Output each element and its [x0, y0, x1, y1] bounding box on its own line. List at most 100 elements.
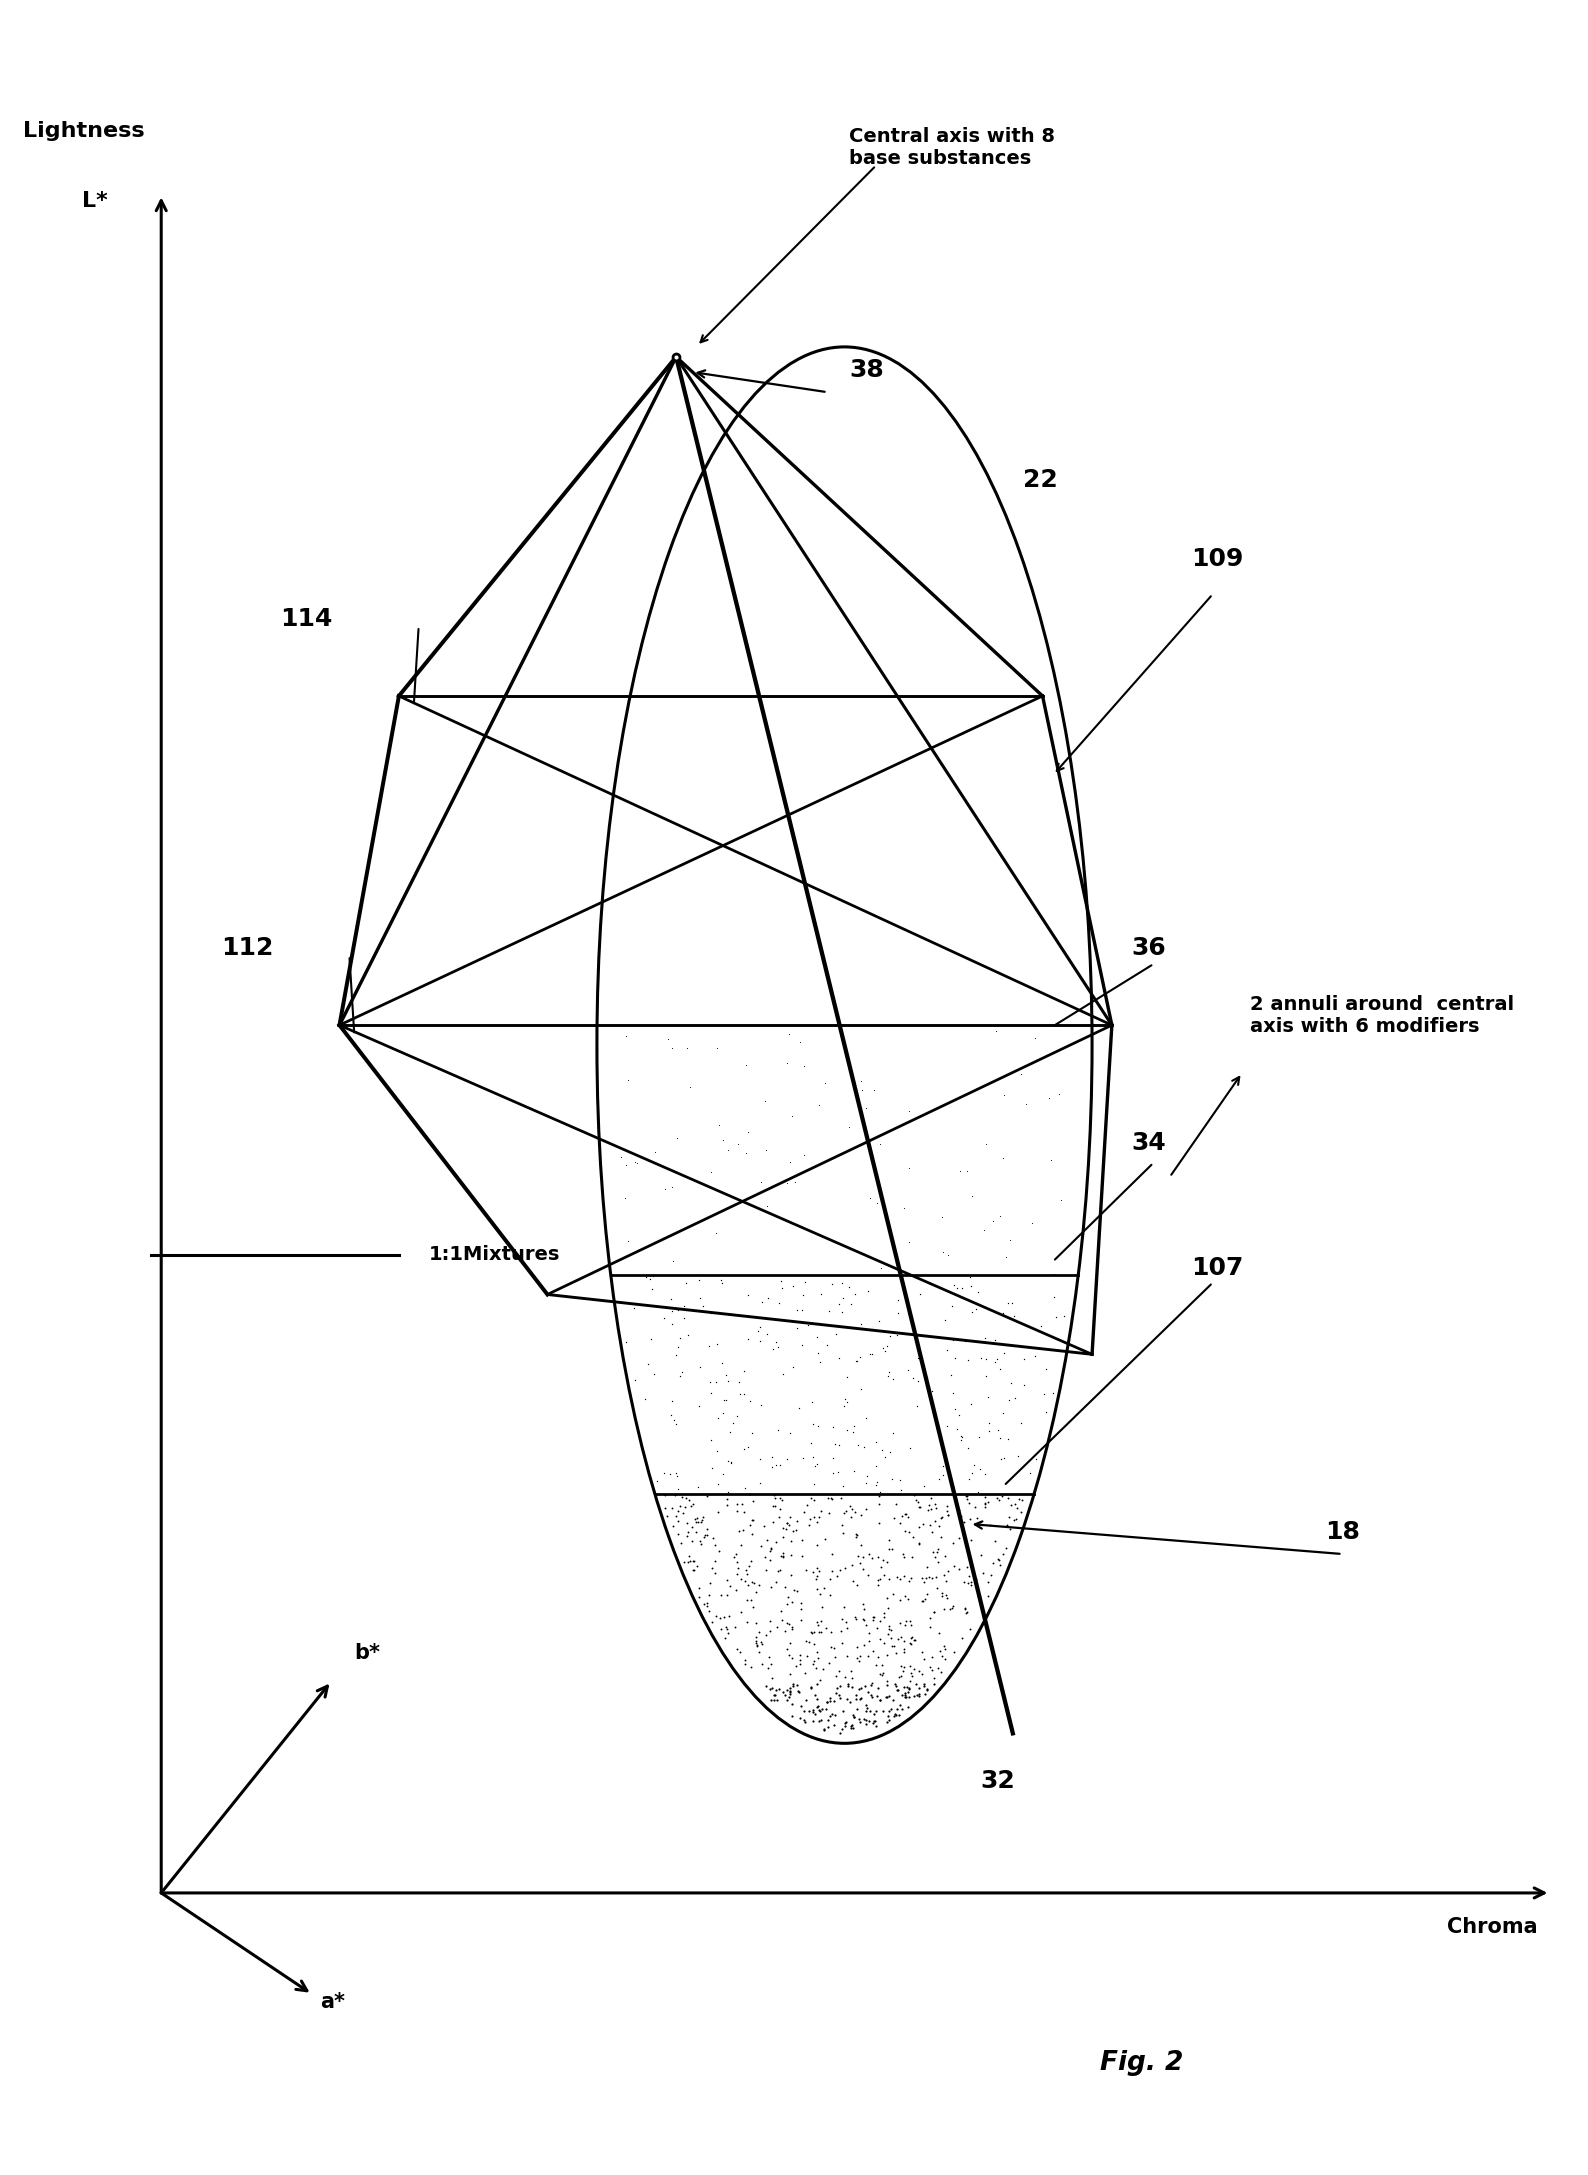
Point: [954, 1479, 980, 1514]
Point: [622, 1144, 648, 1179]
Point: [959, 1179, 985, 1214]
Point: [764, 1564, 789, 1599]
Point: [854, 1675, 880, 1710]
Text: L*: L*: [83, 191, 108, 211]
Point: [753, 1553, 778, 1588]
Point: [716, 1599, 742, 1633]
Point: [923, 1503, 948, 1538]
Point: [899, 1627, 924, 1662]
Point: [854, 1272, 880, 1307]
Point: [654, 1022, 680, 1057]
Point: [723, 1573, 748, 1607]
Point: [842, 1701, 867, 1736]
Point: [732, 1431, 757, 1466]
Point: [829, 1266, 854, 1301]
Point: [916, 1559, 942, 1594]
Point: [686, 1505, 711, 1540]
Point: [862, 1703, 888, 1738]
Point: [777, 1638, 802, 1673]
Point: [762, 1677, 788, 1712]
Point: [926, 1462, 951, 1496]
Point: [959, 1568, 985, 1603]
Point: [811, 1066, 837, 1101]
Point: [823, 1640, 848, 1675]
Point: [988, 1442, 1013, 1477]
Point: [799, 1481, 824, 1516]
Point: [762, 1481, 788, 1516]
Point: [616, 1064, 642, 1098]
Point: [851, 1629, 877, 1664]
Point: [927, 1520, 953, 1555]
Point: [805, 1640, 831, 1675]
Point: [991, 1296, 1016, 1331]
Point: [846, 1670, 872, 1705]
Point: [919, 1653, 945, 1688]
Point: [832, 1551, 858, 1586]
Point: [907, 1670, 932, 1705]
Point: [991, 1079, 1016, 1114]
Point: [829, 1507, 854, 1542]
Point: [862, 1449, 888, 1483]
Point: [829, 1294, 854, 1329]
Point: [707, 1107, 732, 1142]
Point: [724, 1555, 750, 1590]
Point: [732, 1353, 757, 1388]
Point: [726, 1127, 751, 1161]
Point: [897, 1431, 923, 1466]
Point: [770, 1603, 796, 1638]
Point: [819, 1266, 845, 1301]
Point: [819, 1481, 845, 1516]
Point: [899, 1540, 924, 1575]
Point: [996, 1499, 1021, 1533]
Point: [653, 1172, 678, 1207]
Point: [939, 1357, 964, 1392]
Point: [946, 1492, 972, 1527]
Point: [892, 1496, 918, 1531]
Point: [972, 1457, 997, 1492]
Point: [657, 1457, 683, 1492]
Point: [869, 1549, 894, 1583]
Point: [808, 1277, 834, 1312]
Point: [796, 1307, 821, 1342]
Point: [981, 1322, 1007, 1357]
Point: [907, 1277, 932, 1312]
Point: [694, 1588, 719, 1623]
Point: [991, 1335, 1016, 1370]
Point: [699, 1155, 724, 1190]
Point: [1040, 1257, 1066, 1292]
Point: [891, 1190, 916, 1225]
Point: [972, 1486, 997, 1520]
Point: [832, 1388, 858, 1422]
Point: [645, 1464, 670, 1499]
Point: [946, 1553, 972, 1588]
Point: [915, 1673, 940, 1707]
Point: [986, 1542, 1012, 1577]
Point: [721, 1540, 746, 1575]
Point: [875, 1329, 900, 1364]
Point: [615, 1225, 640, 1259]
Point: [694, 1479, 719, 1514]
Text: 2 annuli around  central
axis with 6 modifiers: 2 annuli around central axis with 6 modi…: [1250, 996, 1515, 1035]
Point: [826, 1455, 851, 1490]
Point: [978, 1557, 1004, 1592]
Point: [889, 1692, 915, 1727]
Point: [710, 1346, 735, 1381]
Point: [959, 1455, 985, 1490]
Point: [827, 1716, 853, 1751]
Point: [838, 1653, 864, 1688]
Point: [875, 1590, 900, 1625]
Point: [815, 1710, 840, 1744]
Point: [897, 1649, 923, 1683]
Point: [1005, 1438, 1031, 1472]
Point: [734, 1553, 759, 1588]
Point: [865, 1568, 891, 1603]
Point: [883, 1636, 908, 1670]
Point: [713, 1620, 738, 1655]
Point: [977, 1405, 1002, 1440]
Point: [762, 1677, 788, 1712]
Point: [902, 1651, 927, 1686]
Point: [853, 1688, 878, 1723]
Point: [883, 1668, 908, 1703]
Point: [843, 1601, 869, 1636]
Point: [864, 1707, 889, 1742]
